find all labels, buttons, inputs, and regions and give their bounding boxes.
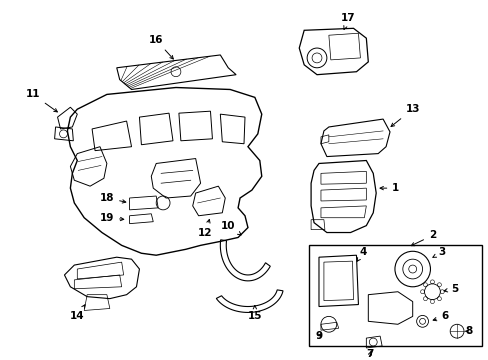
Text: 2: 2 [410,230,435,246]
Text: 14: 14 [70,305,85,321]
Text: 7: 7 [366,349,373,359]
Text: 6: 6 [432,311,448,321]
Text: 11: 11 [25,89,57,112]
Text: 13: 13 [390,104,419,126]
Text: 3: 3 [432,247,445,257]
Text: 12: 12 [198,220,212,238]
Text: 10: 10 [221,221,241,235]
Text: 16: 16 [149,35,173,59]
Bar [308,246,481,346]
Text: 18: 18 [100,193,125,203]
Text: 17: 17 [341,13,355,30]
Text: 4: 4 [356,247,366,261]
Text: 5: 5 [443,284,458,294]
Text: 1: 1 [379,183,399,193]
Text: 19: 19 [100,213,123,223]
Text: 9: 9 [315,331,322,341]
Text: 15: 15 [247,305,262,321]
Text: 8: 8 [465,326,471,336]
